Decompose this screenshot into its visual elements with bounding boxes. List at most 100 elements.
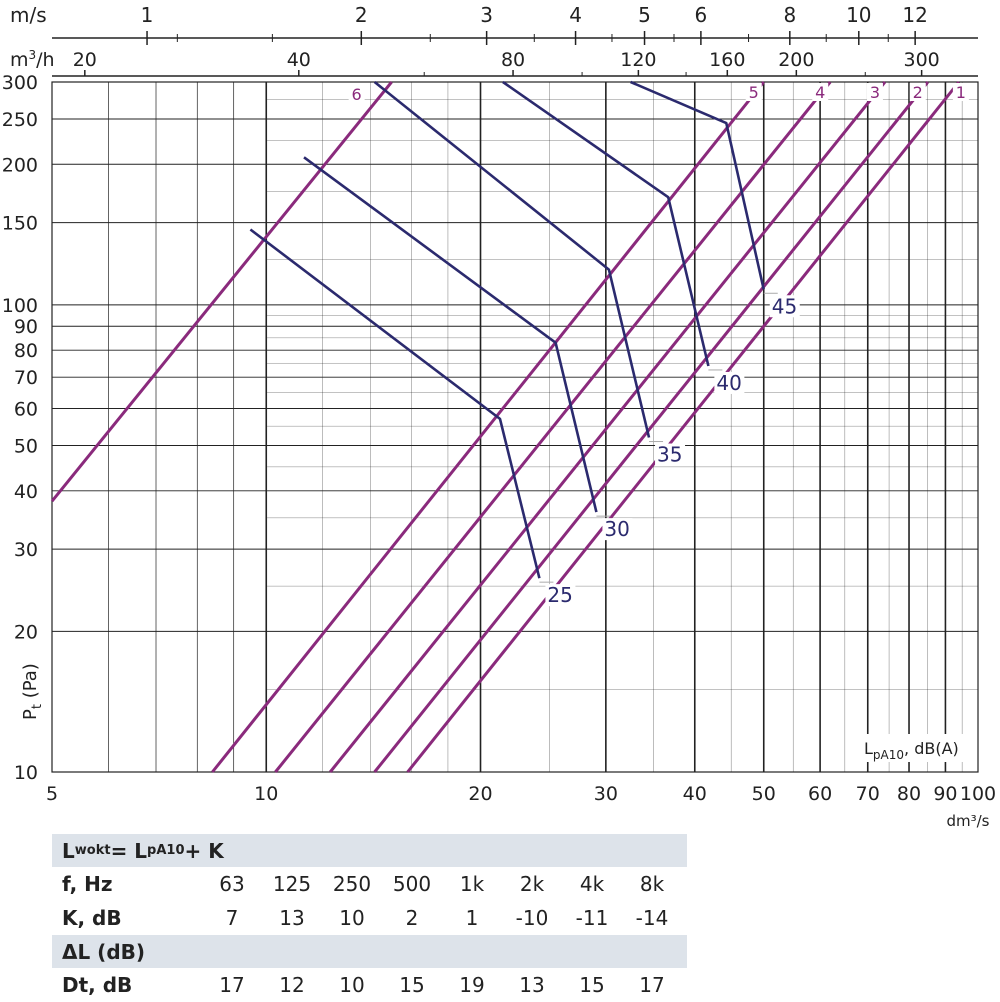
velocity-tick-label: 4	[569, 3, 582, 27]
table-header-delta-l: ΔL (dB)	[52, 935, 687, 968]
y-tick-label: 10	[14, 762, 38, 784]
dt-cell: 12	[279, 973, 305, 997]
damper-label-3: 3	[870, 83, 880, 102]
velocity-axis-unit: m/s	[10, 3, 47, 27]
velocity-tick-label: 1	[141, 3, 154, 27]
table-row-dt: Dt, dB 17 12 10 15 19 13 15 17	[52, 968, 687, 1002]
damper-label-bg	[952, 83, 969, 101]
table-row-frequency: f, Hz 63 125 250 500 1k 2k 4k 8k	[52, 867, 687, 901]
sound-line-25	[249, 228, 541, 579]
sound-label-bg	[545, 584, 576, 607]
velocity-tick-label: 12	[902, 3, 927, 27]
table-row-k: K, dB 7 13 10 2 1 -10 -11 -14	[52, 901, 687, 935]
velocity-tick-label: 2	[355, 3, 368, 27]
sound-label-bg	[769, 295, 800, 318]
y-tick-label: 30	[14, 539, 38, 561]
freq-cell: 500	[392, 872, 432, 896]
sound-label-35: 35	[657, 443, 682, 467]
sound-label-40: 40	[716, 371, 741, 395]
freq-cell: 8k	[639, 872, 665, 896]
row-label-dt: Dt, dB	[62, 973, 133, 997]
x-tick-label: 90	[933, 783, 957, 805]
damper-label-6: 6	[352, 85, 362, 104]
freq-cell: 250	[332, 872, 372, 896]
sound-line-30	[303, 156, 598, 513]
k-cell: 1	[465, 906, 479, 930]
x-axis-label: dm³/s	[946, 812, 989, 830]
velocity-tick-label: 5	[638, 3, 651, 27]
lwokt-mid: = L	[110, 838, 148, 863]
flow-tick-label: 80	[501, 49, 525, 71]
velocity-tick-label: 3	[480, 3, 493, 27]
y-tick-label: 300	[2, 72, 38, 94]
k-cell: 2	[405, 906, 419, 930]
x-tick-label: 20	[468, 783, 492, 805]
damper-label-1: 1	[956, 83, 966, 102]
freq-cell: 125	[272, 872, 312, 896]
x-tick-label: 40	[683, 783, 707, 805]
plot-frame	[51, 81, 979, 773]
dt-cell: 19	[459, 973, 485, 997]
damper-label-4: 4	[815, 83, 825, 102]
dt-cell: 15	[399, 973, 425, 997]
x-tick-label: 80	[897, 783, 921, 805]
sound-label-bg	[714, 371, 745, 394]
row-label-frequency: f, Hz	[62, 872, 113, 896]
y-axis-label: Pt (Pa)	[20, 663, 45, 720]
velocity-tick-label: 10	[846, 3, 871, 27]
velocity-tick-label: 8	[783, 3, 796, 27]
flow-tick-label: 120	[620, 49, 656, 71]
dt-cell: 15	[579, 973, 605, 997]
freq-cell: 2k	[519, 872, 545, 896]
flow-axis-unit: m3/h	[10, 48, 55, 71]
dt-cell: 10	[339, 973, 365, 997]
freq-cell: 4k	[579, 872, 605, 896]
flow-tick-label: 20	[73, 49, 97, 71]
x-tick-label: 50	[752, 783, 776, 805]
damper-line-3	[329, 81, 887, 773]
flow-tick-label: 300	[903, 49, 939, 71]
dt-cell: 13	[519, 973, 545, 997]
damper-label-bg	[348, 85, 365, 103]
chart-axes: 5 10 20 30 40 50 60 70 80 90 100dm³/s1020304050607…	[2, 3, 996, 830]
y-tick-label: 90	[14, 316, 38, 338]
damper-line-4	[274, 81, 832, 773]
dt-cell: 17	[219, 973, 245, 997]
damper-label-bg	[909, 83, 926, 101]
sound-label-45: 45	[772, 294, 797, 318]
lpa-label: LpA10, dB(A)	[864, 739, 959, 762]
damper-line-2	[373, 81, 929, 773]
delta-l-heading: ΔL (dB)	[62, 939, 146, 964]
damper-line-1	[406, 81, 961, 773]
row-label-k: K, dB	[62, 906, 122, 930]
x-tick-label: 30	[594, 783, 618, 805]
flow-tick-label: 40	[287, 49, 311, 71]
y-tick-label: 250	[2, 109, 38, 131]
k-cell: -14	[635, 906, 669, 930]
flow-tick-label: 160	[709, 49, 745, 71]
lwokt-main: L	[62, 838, 75, 863]
k-cell: -10	[515, 906, 549, 930]
pressure-flow-chart: 5 10 20 30 40 50 60 70 80 90 100dm³/s1020304050607…	[2, 3, 996, 830]
sound-line-35	[373, 80, 651, 438]
dt-cell: 17	[639, 973, 665, 997]
damper-label-2: 2	[913, 83, 923, 102]
y-tick-label: 80	[14, 340, 38, 362]
chart-series	[50, 80, 961, 773]
sound-label-bg	[655, 443, 686, 466]
k-cell: -11	[575, 906, 609, 930]
y-tick-label: 150	[2, 213, 38, 235]
k-cell: 13	[279, 906, 305, 930]
damper-line-6	[50, 81, 393, 503]
y-tick-label: 60	[14, 399, 38, 421]
k-cell: 10	[339, 906, 365, 930]
x-tick-label: 60	[808, 783, 832, 805]
lpa-label-bg	[860, 734, 972, 762]
y-tick-label: 50	[14, 435, 38, 457]
x-tick-label: 100	[960, 783, 996, 805]
velocity-tick-label: 6	[695, 3, 708, 27]
damper-label-bg	[745, 83, 762, 101]
